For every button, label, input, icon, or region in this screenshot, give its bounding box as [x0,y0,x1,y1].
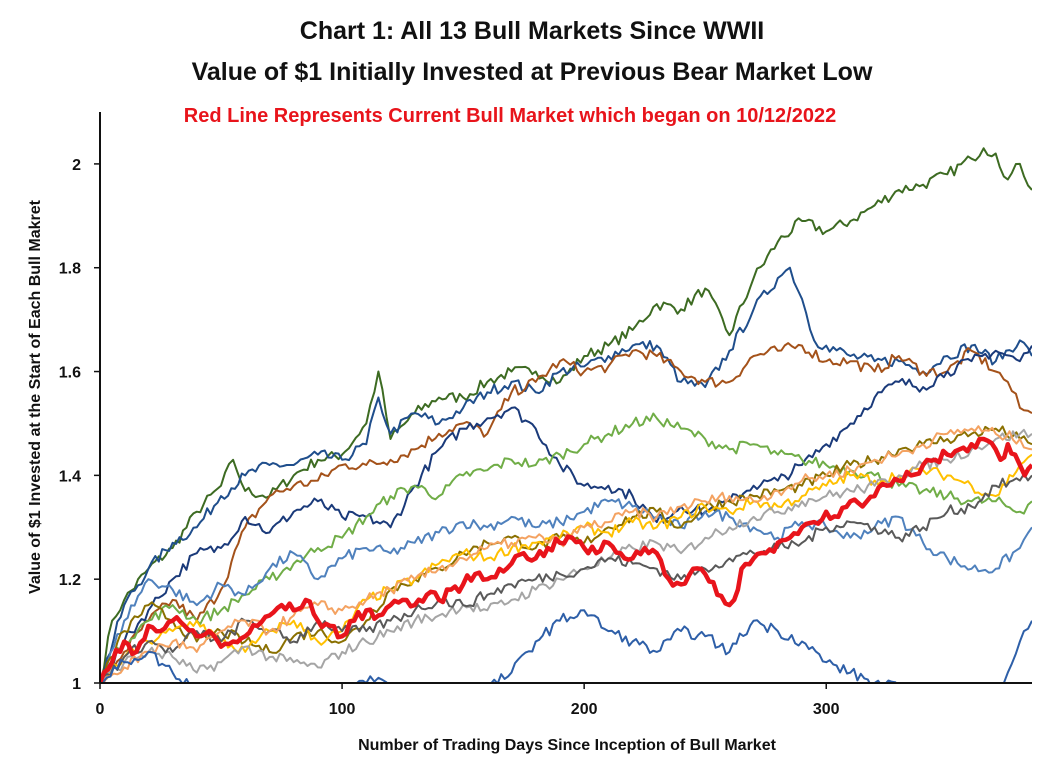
series-line-2 [100,266,1032,683]
x-axis-label: Number of Trading Days Since Inception o… [358,737,777,754]
x-tick-label: 100 [329,701,356,718]
series-line-12 [100,609,1032,683]
series-line-8 [100,453,1032,683]
series-line-5 [100,412,1032,683]
series-line-1 [100,147,1032,683]
series-line-4 [100,345,1032,683]
series-line-13 [100,436,1032,683]
y-axis-label: Value of $1 Invested at the Start of Eac… [27,199,44,594]
series-line-3 [100,342,1032,683]
y-tick-label: 1.8 [59,261,81,278]
chart-subtitle: Red Line Represents Current Bull Market … [184,105,836,127]
series-line-9 [100,428,1032,683]
series-group [100,147,1032,683]
y-tick-label: 1 [72,676,81,693]
series-line-7 [100,425,1032,683]
x-tick-label: 200 [571,701,598,718]
series-line-6 [100,498,1032,683]
axes-group [99,112,1032,684]
ticks-group: 1 1.2 1.4 1.6 1.8 2 0 100 200 300 [59,157,840,718]
y-tick-label: 1.2 [59,572,81,589]
chart-title-line-2: Value of $1 Initially Invested at Previo… [192,58,873,86]
chart-title-line-1: Chart 1: All 13 Bull Markets Since WWII [300,17,764,45]
y-tick-label: 2 [72,157,81,174]
x-tick-label: 300 [813,701,840,718]
series-line-11 [100,425,1032,683]
y-tick-label: 1.4 [59,468,81,485]
y-tick-label: 1.6 [59,365,81,382]
x-tick-label: 0 [96,701,105,718]
